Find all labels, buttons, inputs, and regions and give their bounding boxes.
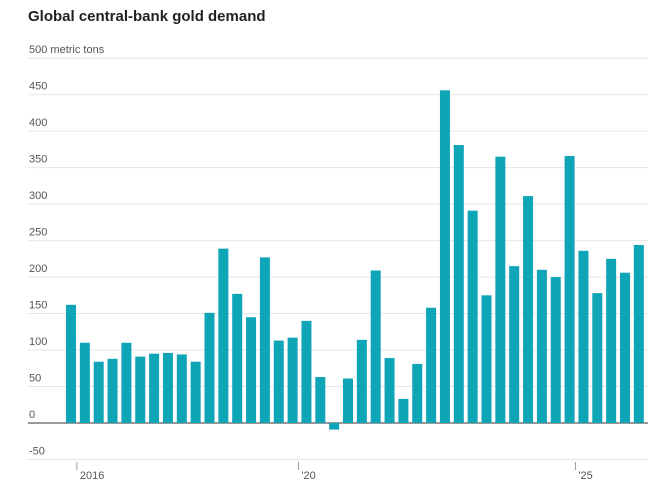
bar [273, 340, 284, 423]
y-tick-label: 300 [29, 190, 47, 202]
bar [412, 363, 423, 423]
bar [495, 156, 506, 424]
bar [384, 358, 395, 423]
bar [343, 378, 353, 423]
bar [246, 317, 257, 423]
bar [93, 361, 104, 423]
bar [481, 295, 492, 423]
y-tick-labels: -50 0 50 100 150 200 250 300 350 400 450 500 metric… [29, 44, 105, 457]
bar [121, 342, 132, 423]
bar [149, 353, 160, 423]
bar [523, 196, 534, 423]
bar [426, 307, 437, 423]
y-tick-label: 200 [29, 263, 47, 275]
bar [259, 257, 270, 423]
bar [204, 312, 215, 423]
bar [633, 244, 644, 423]
y-tick-label: -50 [29, 445, 45, 457]
bar [287, 337, 298, 423]
bar [536, 269, 547, 423]
y-tick-label: 0 [29, 409, 35, 421]
x-tick-label: '25 [578, 470, 592, 482]
x-tick-label: '20 [301, 470, 315, 482]
bar [79, 342, 90, 423]
bar [162, 352, 173, 423]
bar [370, 270, 381, 423]
y-tick-label: 350 [29, 154, 47, 166]
bar [107, 358, 118, 423]
bar [550, 277, 561, 423]
x-tick-label: 2016 [80, 470, 104, 482]
bar [66, 304, 76, 423]
bar [190, 361, 201, 423]
bars [66, 90, 644, 430]
bar [453, 145, 464, 423]
chart-title: Global central-bank gold demand [28, 8, 266, 25]
y-tick-label: 500 metric tons [29, 44, 105, 56]
bar [592, 293, 603, 423]
y-tick-label: 100 [29, 336, 47, 348]
bar [606, 258, 617, 423]
y-tick-label: 400 [29, 117, 47, 129]
bar [232, 293, 243, 423]
bar [398, 398, 409, 423]
bar [564, 155, 575, 423]
y-tick-label: 150 [29, 300, 47, 312]
y-tick-label: 250 [29, 227, 47, 239]
x-tick-labels: 2016 '20 '25 [76, 462, 593, 482]
bar [301, 320, 312, 423]
bar [578, 250, 589, 423]
bar [509, 266, 520, 423]
bar [135, 356, 146, 423]
bar [356, 339, 367, 423]
bar [315, 377, 326, 423]
bar [329, 423, 340, 430]
bar [439, 90, 450, 423]
bar [467, 210, 478, 423]
y-tick-label: 450 [29, 81, 47, 93]
bar [620, 272, 630, 423]
bar [218, 248, 229, 423]
bar [176, 354, 187, 423]
y-tick-label: 50 [29, 373, 41, 385]
